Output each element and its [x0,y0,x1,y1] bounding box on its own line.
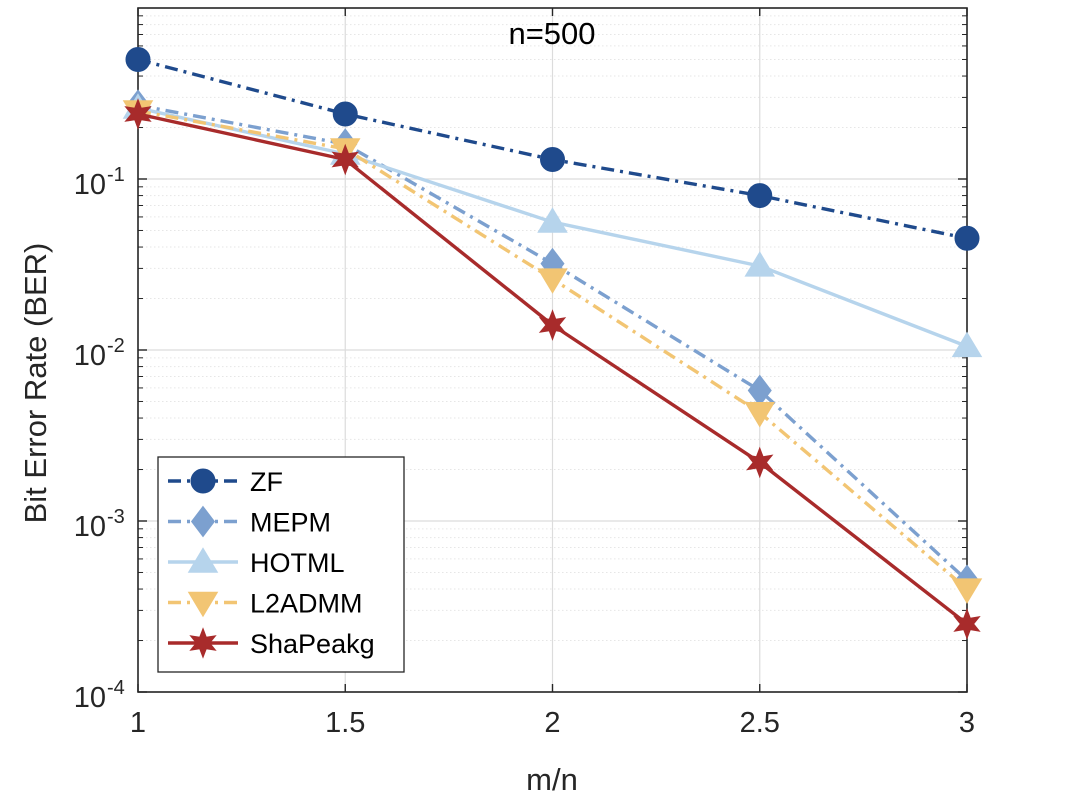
data-point-shapeakg [124,98,152,130]
legend-marker [187,591,219,618]
x-tick-label: 1.5 [325,707,365,739]
y-tick-label-exponent: -3 [107,506,125,528]
data-point-shapeakg [953,608,981,640]
y-tick-label: 10 [74,169,106,201]
chart-title: n=500 [508,16,595,51]
legend-marker [187,547,219,573]
series-shapeakg [124,98,981,640]
legend-entry-shapeakg: ShaPeakg [168,627,375,659]
legend-entry-mepm: MEPM [168,505,331,538]
legend-label: ShaPeakg [250,629,375,659]
data-point-hotml [537,207,568,233]
y-tick-label: 10 [74,340,106,372]
legend-label: ZF [250,467,283,497]
x-tick-label: 1 [130,707,146,739]
y-tick-label-exponent: -4 [107,677,125,699]
legend-marker [190,468,216,494]
y-tick-label-exponent: -1 [107,164,125,186]
legend-entry-hotml: HOTML [168,547,345,578]
legend-entry-l2admm: L2ADMM [168,589,363,619]
data-point-shapeakg [538,309,567,341]
data-point-shapeakg [746,446,774,479]
y-tick-label: 10 [74,682,106,714]
legend: ZF MEPM HOTML L2ADMM ShaPeakg [157,456,405,673]
y-axis-label: Bit Error Rate (BER) [18,243,53,524]
data-point-zf [954,225,980,251]
data-point-l2admm [744,401,776,428]
y-tick-label-exponent: -2 [107,335,125,357]
legend-marker [189,627,217,659]
x-tick-label: 2.5 [740,707,780,739]
legend-label: HOTML [250,548,345,578]
legend-marker [190,505,216,538]
data-point-hotml [744,251,776,277]
data-point-zf [747,183,773,209]
data-point-zf [540,147,565,173]
x-tick-label: 3 [959,707,975,739]
data-point-zf [125,46,151,72]
y-tick-label: 10 [74,511,106,543]
data-point-l2admm [951,578,983,604]
legend-label: L2ADMM [250,589,363,619]
data-point-l2admm [537,268,568,294]
x-tick-label: 2 [544,707,560,739]
data-point-shapeakg [331,143,359,176]
data-point-hotml [951,331,983,358]
series-layer [122,46,983,640]
legend-entry-zf: ZF [168,467,283,497]
x-axis-label: m/n [526,762,578,797]
series-zf [125,46,980,251]
data-point-zf [332,101,358,127]
legend-label: MEPM [250,508,331,538]
